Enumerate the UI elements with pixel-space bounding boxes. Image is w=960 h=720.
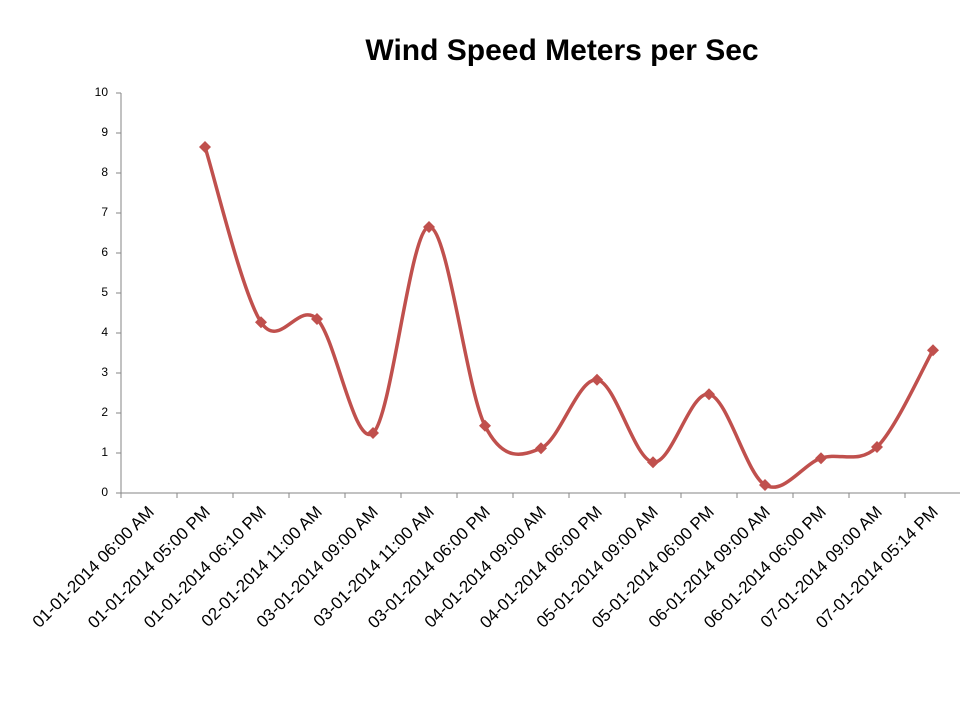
marker [759,479,771,491]
marker [815,452,827,465]
y-tick-label: 0 [101,485,108,499]
y-tick-label: 3 [101,365,108,379]
marker [311,313,323,325]
y-tick-label: 2 [101,405,108,419]
y-tick-label: 1 [101,445,108,459]
marker [871,441,883,453]
marker [535,442,547,455]
y-tick-label: 4 [101,325,108,339]
marker [423,221,435,233]
marker [479,419,491,432]
y-tick-label: 6 [101,245,108,259]
y-tick-label: 5 [101,285,108,299]
y-tick-label: 8 [101,165,108,179]
y-tick-label: 10 [95,85,109,99]
marker [367,427,379,439]
marker [647,456,659,469]
marker [255,316,267,329]
y-tick-label: 7 [101,205,108,219]
marker [591,373,603,386]
marker [927,344,939,357]
marker [703,388,715,401]
y-tick-label: 9 [101,125,108,139]
chart-title: Wind Speed Meters per Sec [365,34,758,67]
marker [199,141,211,153]
